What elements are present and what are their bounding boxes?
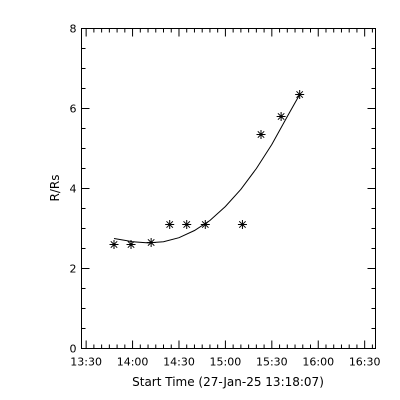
- y-tick-label: 0: [70, 343, 77, 356]
- data-point: [165, 220, 175, 229]
- y-tick-labels: 0 2 4 6 8: [70, 23, 77, 356]
- data-point: [200, 220, 210, 229]
- y-tick-label: 6: [70, 103, 77, 116]
- x-tick-label: 16:00: [302, 356, 334, 369]
- x-axis-label: Start Time (27-Jan-25 13:18:07): [132, 375, 324, 389]
- data-point: [276, 112, 286, 121]
- data-point: [146, 238, 156, 247]
- axis-ticks: [81, 28, 376, 349]
- y-tick-label: 8: [70, 23, 77, 36]
- data-point: [182, 220, 192, 229]
- x-tick-label: 15:00: [210, 356, 242, 369]
- data-point: [237, 220, 247, 229]
- plot-frame: [81, 28, 376, 349]
- fit-curve: [113, 94, 301, 244]
- x-tick-label: 14:30: [163, 356, 195, 369]
- data-point: [295, 90, 305, 99]
- x-tick-label: 16:30: [349, 356, 381, 369]
- data-point: [126, 240, 136, 249]
- y-axis-label: R/Rs: [48, 175, 62, 202]
- y-tick-label: 4: [70, 183, 77, 196]
- y-tick-label: 2: [70, 263, 77, 276]
- x-tick-label: 15:30: [256, 356, 288, 369]
- data-points: [109, 90, 305, 249]
- x-tick-labels: 13:30 14:00 14:30 15:00 15:30 16:00 16:30: [70, 356, 380, 369]
- x-tick-label: 13:30: [70, 356, 102, 369]
- data-point: [109, 240, 119, 249]
- x-tick-label: 14:00: [117, 356, 149, 369]
- data-point: [256, 130, 266, 139]
